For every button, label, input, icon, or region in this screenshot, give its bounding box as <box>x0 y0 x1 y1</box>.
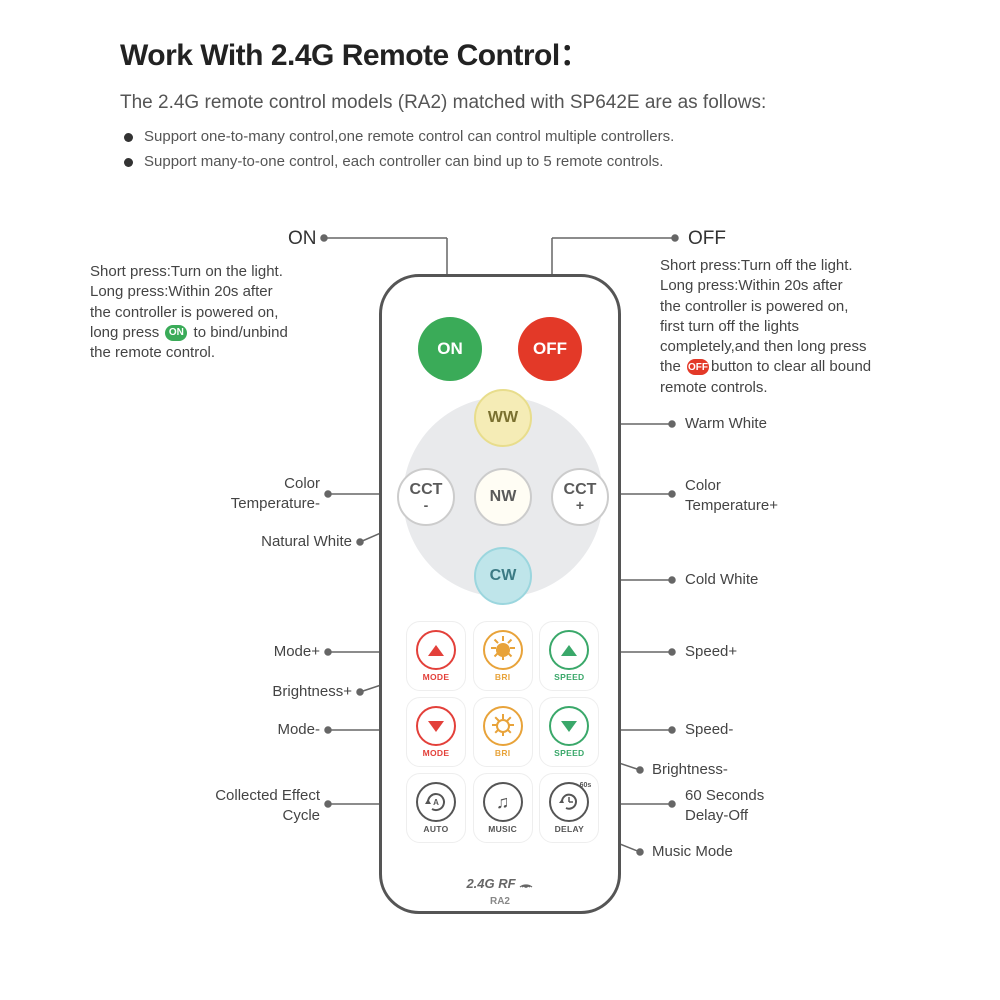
svg-text:A: A <box>433 798 439 807</box>
feature-bullets: Support one-to-many control,one remote c… <box>120 128 880 170</box>
delay-button[interactable]: 60s DELAY <box>539 773 599 843</box>
cct-minus-button[interactable]: CCT- <box>397 468 455 526</box>
mode-plus-button[interactable]: MODE <box>406 621 466 691</box>
off-button[interactable]: OFF <box>518 317 582 381</box>
triangle-up-icon <box>561 645 577 656</box>
bullet-2: Support many-to-one control, each contro… <box>120 153 880 170</box>
on-button[interactable]: ON <box>418 317 482 381</box>
label-music-mode: Music Mode <box>652 842 733 862</box>
label-speed-minus: Speed- <box>685 720 733 740</box>
label-cct-plus: Color Temperature+ <box>685 476 778 517</box>
auto-cycle-icon: A <box>423 789 449 815</box>
sun-hollow-icon <box>496 719 510 733</box>
label-cct-minus: Color Temperature- <box>231 474 320 515</box>
mode-minus-button[interactable]: MODE <box>406 697 466 767</box>
triangle-down-icon <box>561 721 577 732</box>
on-description: Short press:Turn on the light. Long pres… <box>90 262 340 363</box>
auto-button[interactable]: A AUTO <box>406 773 466 843</box>
remote-diagram: ON OFF Short press:Turn on the light. Lo… <box>120 190 880 960</box>
label-mode-minus: Mode- <box>277 720 320 740</box>
triangle-down-icon <box>428 721 444 732</box>
brightness-minus-button[interactable]: BRI <box>473 697 533 767</box>
subtitle: The 2.4G remote control models (RA2) mat… <box>120 92 880 114</box>
on-heading: ON <box>288 226 317 252</box>
label-natural-white: Natural White <box>261 532 352 552</box>
cct-plus-button[interactable]: CCT+ <box>551 468 609 526</box>
label-brightness-plus: Brightness+ <box>272 682 352 702</box>
triangle-up-icon <box>428 645 444 656</box>
rf-signal-icon <box>518 876 534 891</box>
ww-button[interactable]: WW <box>474 389 532 447</box>
remote-model: RA2 <box>490 896 510 907</box>
label-delay: 60 Seconds Delay-Off <box>685 786 764 827</box>
sun-filled-icon <box>496 643 510 657</box>
cct-pad: WW NW CW CCT- CCT+ <box>403 397 603 597</box>
label-cold-white: Cold White <box>685 570 758 590</box>
label-collected-effect: Collected Effect Cycle <box>215 786 320 827</box>
delay-clock-icon <box>556 789 582 815</box>
remote-body: ON OFF WW NW CW CCT- CCT+ MODE <box>379 274 621 914</box>
label-brightness-minus: Brightness- <box>652 760 728 780</box>
remote-footer: 2.4G RF <box>382 876 618 891</box>
page-title: Work With 2.4G Remote Control： <box>120 30 880 74</box>
inline-on-badge: ON <box>165 325 187 341</box>
cw-button[interactable]: CW <box>474 547 532 605</box>
inline-off-badge: OFF <box>687 359 709 375</box>
bullet-1: Support one-to-many control,one remote c… <box>120 128 880 145</box>
brightness-plus-button[interactable]: BRI <box>473 621 533 691</box>
off-description: Short press:Turn off the light. Long pre… <box>660 256 920 398</box>
music-button[interactable]: ♫ MUSIC <box>473 773 533 843</box>
speed-minus-button[interactable]: SPEED <box>539 697 599 767</box>
off-heading: OFF <box>688 226 726 252</box>
label-speed-plus: Speed+ <box>685 642 737 662</box>
speed-plus-button[interactable]: SPEED <box>539 621 599 691</box>
label-mode-plus: Mode+ <box>274 642 320 662</box>
nw-button[interactable]: NW <box>474 468 532 526</box>
music-note-icon: ♫ <box>496 792 510 813</box>
label-warm-white: Warm White <box>685 414 767 434</box>
